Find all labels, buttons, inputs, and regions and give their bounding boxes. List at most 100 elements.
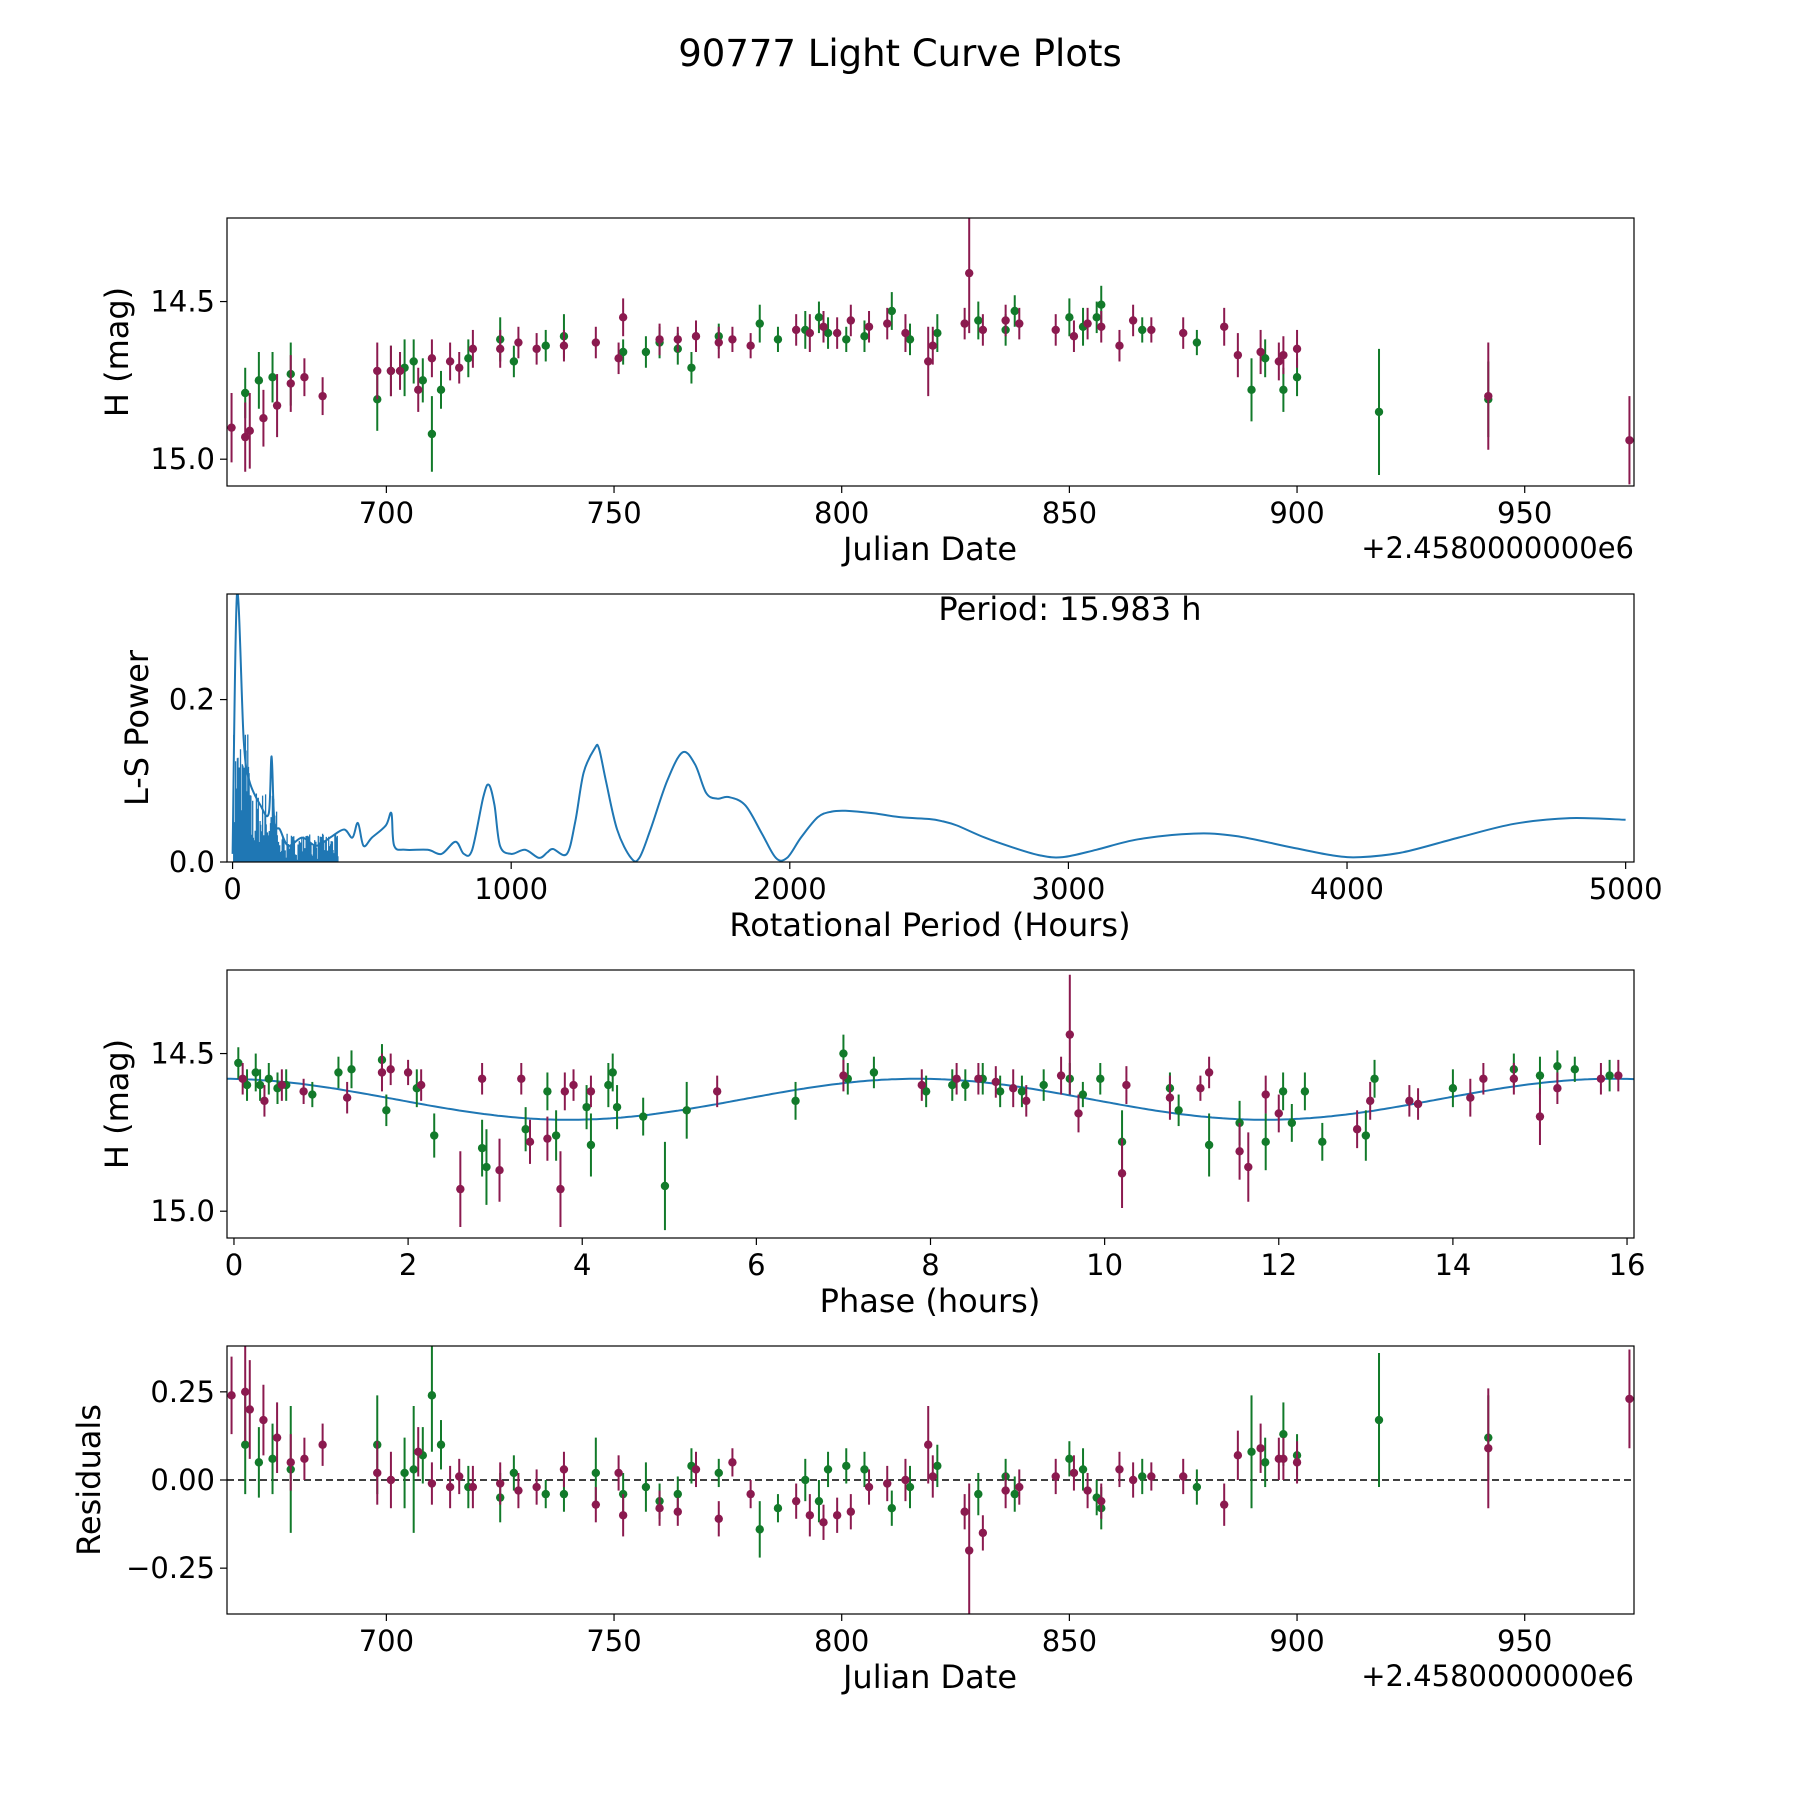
resid-point-green xyxy=(801,1475,810,1485)
phase-point-maroon xyxy=(1509,1074,1519,1083)
phase-point-green xyxy=(477,1143,487,1153)
phase-point-maroon xyxy=(1235,1147,1244,1156)
phase-y-tick-label: 15.0 xyxy=(150,1194,215,1228)
phase-point-green xyxy=(612,1102,622,1112)
phase-x-tick-label: 16 xyxy=(1609,1248,1646,1282)
phase-x-tick-label: 4 xyxy=(573,1248,591,1282)
ls-x-tick-label: 4000 xyxy=(1310,872,1384,906)
resid-point-green xyxy=(773,1504,783,1513)
resid-point-green xyxy=(1247,1447,1256,1456)
phase-point-green xyxy=(1300,1087,1310,1096)
lc-point-green xyxy=(842,335,851,344)
phase-point-maroon xyxy=(377,1068,387,1077)
lc-point-maroon xyxy=(514,338,523,347)
resid-x-tick-label: 850 xyxy=(1042,1624,1097,1658)
lc-x-tick-label: 800 xyxy=(814,496,869,530)
lc-point-green xyxy=(823,328,833,338)
lc-point-maroon xyxy=(805,328,815,338)
phase-x-axis-label: Phase (hours) xyxy=(820,1282,1041,1320)
phase-point-green xyxy=(1204,1140,1214,1150)
lc-point-green xyxy=(618,347,628,357)
lc-point-maroon xyxy=(386,366,396,376)
phase-point-green xyxy=(604,1080,613,1090)
periodogram-plot-area xyxy=(231,594,1626,862)
lc-point-green xyxy=(436,385,446,395)
lc-point-maroon xyxy=(618,313,628,322)
lc-point-maroon xyxy=(728,335,737,344)
lc-point-maroon xyxy=(1015,319,1024,328)
phase-point-green xyxy=(430,1131,439,1140)
resid-point-maroon xyxy=(928,1472,937,1481)
lc-point-maroon xyxy=(655,335,664,344)
resid-point-green xyxy=(1279,1429,1288,1439)
resid-point-maroon xyxy=(965,1546,974,1555)
resid-point-maroon xyxy=(901,1475,910,1485)
lc-point-maroon xyxy=(414,385,423,395)
resid-point-green xyxy=(541,1489,550,1499)
phase-point-green xyxy=(1096,1074,1105,1083)
periodogram-axes-frame xyxy=(226,593,1635,863)
lc-point-maroon xyxy=(455,363,464,372)
resid-point-green xyxy=(823,1465,833,1474)
resid-point-maroon xyxy=(386,1475,396,1485)
resid-point-green xyxy=(254,1458,264,1467)
phase-point-green xyxy=(1448,1084,1458,1093)
phase-point-green xyxy=(1078,1090,1088,1099)
lc-point-maroon xyxy=(591,338,601,347)
lc-point-maroon xyxy=(1097,322,1106,331)
lc-point-green xyxy=(1138,325,1147,335)
lc-point-maroon xyxy=(1292,344,1302,354)
phase-point-maroon xyxy=(586,1087,596,1096)
lc-point-green xyxy=(427,429,437,439)
resid-point-maroon xyxy=(1292,1458,1302,1467)
ls-x-tick-label: 1000 xyxy=(474,872,548,906)
resid-point-green xyxy=(591,1468,601,1478)
phase-point-green xyxy=(660,1181,670,1191)
phase-point-maroon xyxy=(556,1184,565,1194)
lc-point-green xyxy=(268,373,277,382)
resid-point-maroon xyxy=(496,1479,505,1488)
resid-x-tick-label: 750 xyxy=(586,1624,641,1658)
lc-point-green xyxy=(1247,385,1256,395)
resid-point-green xyxy=(842,1461,851,1471)
phase-point-maroon xyxy=(1614,1071,1623,1080)
resid-point-maroon xyxy=(978,1528,988,1538)
resid-point-maroon xyxy=(746,1489,755,1499)
phase-point-maroon xyxy=(495,1166,504,1175)
resid-y-tick-label: −0.25 xyxy=(126,1551,215,1585)
resid-point-maroon xyxy=(1115,1465,1124,1474)
phase-point-green xyxy=(948,1080,957,1090)
resid-point-maroon xyxy=(846,1507,856,1516)
lc-point-maroon xyxy=(1219,322,1229,331)
lc-point-maroon xyxy=(1051,325,1060,335)
resid-point-maroon xyxy=(1015,1482,1024,1492)
resid-point-maroon xyxy=(318,1440,327,1449)
resid-point-maroon xyxy=(832,1511,842,1520)
phase-point-maroon xyxy=(712,1087,722,1096)
resid-point-green xyxy=(814,1496,824,1506)
phase-point-green xyxy=(264,1074,273,1083)
lc-x-tick-label: 750 xyxy=(586,496,641,530)
resid-y-tick-label: 0.00 xyxy=(150,1463,215,1497)
phase-point-green xyxy=(1605,1071,1614,1080)
resid-point-maroon xyxy=(864,1482,874,1492)
phase-y-axis-label: H (mag) xyxy=(98,1039,136,1169)
lc-point-maroon xyxy=(965,268,974,278)
ls-x-tick-label: 0 xyxy=(223,872,241,906)
lc-point-maroon xyxy=(1233,350,1243,360)
phase-point-green xyxy=(1570,1065,1579,1074)
lc-point-green xyxy=(687,363,696,372)
periodogram-panel: Period: 15.983 h Rotational Period (Hour… xyxy=(118,590,1663,944)
lc-point-maroon xyxy=(1001,316,1010,325)
resid-point-maroon xyxy=(1279,1454,1288,1464)
lc-point-green xyxy=(905,335,915,344)
phase-point-green xyxy=(308,1090,317,1099)
phase-point-maroon xyxy=(1009,1084,1018,1093)
phase-x-tick-label: 2 xyxy=(399,1248,417,1282)
phase-point-green xyxy=(921,1087,931,1096)
resid-point-maroon xyxy=(691,1465,701,1474)
ls-power-line xyxy=(231,594,1626,862)
resid-point-green xyxy=(1192,1482,1202,1492)
resid-point-maroon xyxy=(559,1465,569,1474)
phase-point-green xyxy=(1318,1137,1327,1147)
